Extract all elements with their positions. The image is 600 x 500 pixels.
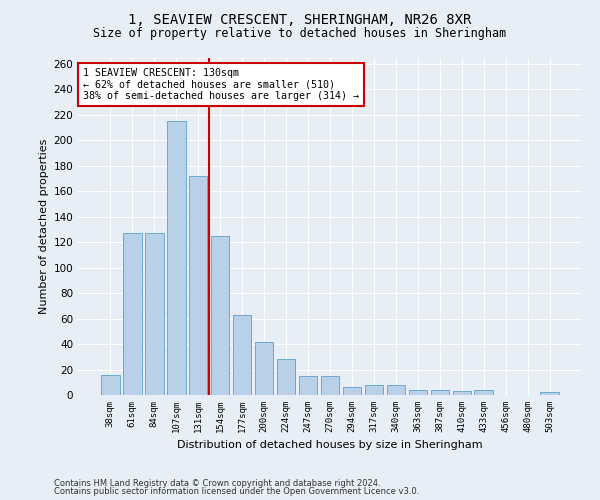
Bar [343, 388, 361, 395]
Text: 1, SEAVIEW CRESCENT, SHERINGHAM, NR26 8XR: 1, SEAVIEW CRESCENT, SHERINGHAM, NR26 8X… [128, 12, 472, 26]
Bar [452, 391, 471, 395]
Bar [409, 390, 427, 395]
Bar [320, 376, 340, 395]
Y-axis label: Number of detached properties: Number of detached properties [39, 138, 49, 314]
Bar [277, 360, 295, 395]
Bar [541, 392, 559, 395]
Bar [145, 234, 164, 395]
Bar [167, 121, 185, 395]
Text: Contains public sector information licensed under the Open Government Licence v3: Contains public sector information licen… [54, 487, 419, 496]
Bar [365, 385, 383, 395]
Bar [101, 374, 119, 395]
Bar [386, 385, 405, 395]
X-axis label: Distribution of detached houses by size in Sheringham: Distribution of detached houses by size … [177, 440, 483, 450]
Bar [299, 376, 317, 395]
Bar [255, 342, 274, 395]
Text: Contains HM Land Registry data © Crown copyright and database right 2024.: Contains HM Land Registry data © Crown c… [54, 478, 380, 488]
Bar [211, 236, 229, 395]
Text: Size of property relative to detached houses in Sheringham: Size of property relative to detached ho… [94, 28, 506, 40]
Bar [233, 315, 251, 395]
Bar [431, 390, 449, 395]
Text: 1 SEAVIEW CRESCENT: 130sqm
← 62% of detached houses are smaller (510)
38% of sem: 1 SEAVIEW CRESCENT: 130sqm ← 62% of deta… [83, 68, 359, 101]
Bar [123, 234, 142, 395]
Bar [475, 390, 493, 395]
Bar [189, 176, 208, 395]
